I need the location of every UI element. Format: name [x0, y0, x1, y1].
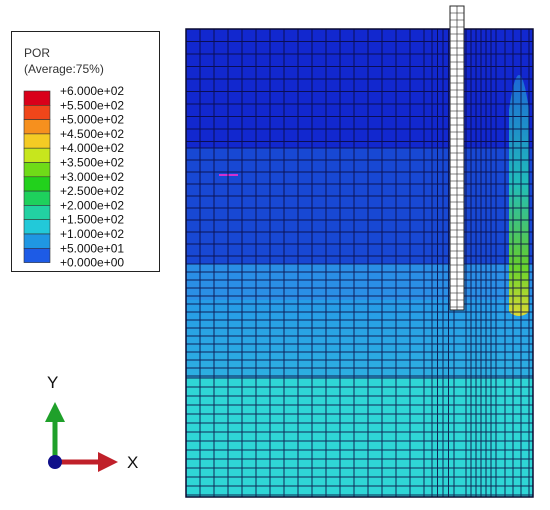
x-axis-label: X	[127, 453, 138, 472]
legend-swatch	[23, 248, 51, 263]
mesh-border	[185, 28, 534, 498]
axis-triad: Y X	[45, 373, 138, 472]
origin-dot	[48, 455, 62, 469]
legend-level-label: +5.500e+02	[60, 98, 124, 112]
legend-level-label: +6.000e+02	[60, 84, 124, 98]
y-axis-arrow-head	[45, 402, 65, 422]
legend-level-label: +5.000e+01	[60, 241, 124, 255]
legend-level-label: +1.000e+02	[60, 227, 124, 241]
y-axis-label: Y	[47, 373, 58, 392]
legend-level-label: +5.000e+02	[60, 113, 124, 127]
mesh-band-transition	[186, 300, 533, 378]
legend-level-label: +2.500e+02	[60, 184, 124, 198]
mesh-band-upper-middle	[186, 148, 533, 264]
legend-subtitle: (Average:75%)	[24, 62, 104, 76]
legend-level-label: +3.000e+02	[60, 170, 124, 184]
legend-title: POR	[24, 46, 51, 60]
legend-panel: POR (Average:75%) +6.000e+02 +5.500e+02 +5…	[11, 31, 160, 272]
legend-level-label: +4.500e+02	[60, 127, 124, 141]
legend-level-label: +1.500e+02	[60, 213, 124, 227]
legend-level-label: +0.000e+00	[60, 256, 124, 270]
legend-level-label: +4.000e+02	[60, 141, 124, 155]
legend-level-label: +3.500e+02	[60, 156, 124, 170]
legend-color-scale: +6.000e+02+5.500e+02+5.000e+02+4.500e+02…	[23, 84, 124, 270]
pile-element	[449, 5, 465, 311]
mesh-band-top	[186, 29, 533, 148]
x-axis-arrow-head	[98, 452, 118, 472]
legend-level-label: +2.000e+02	[60, 198, 124, 212]
